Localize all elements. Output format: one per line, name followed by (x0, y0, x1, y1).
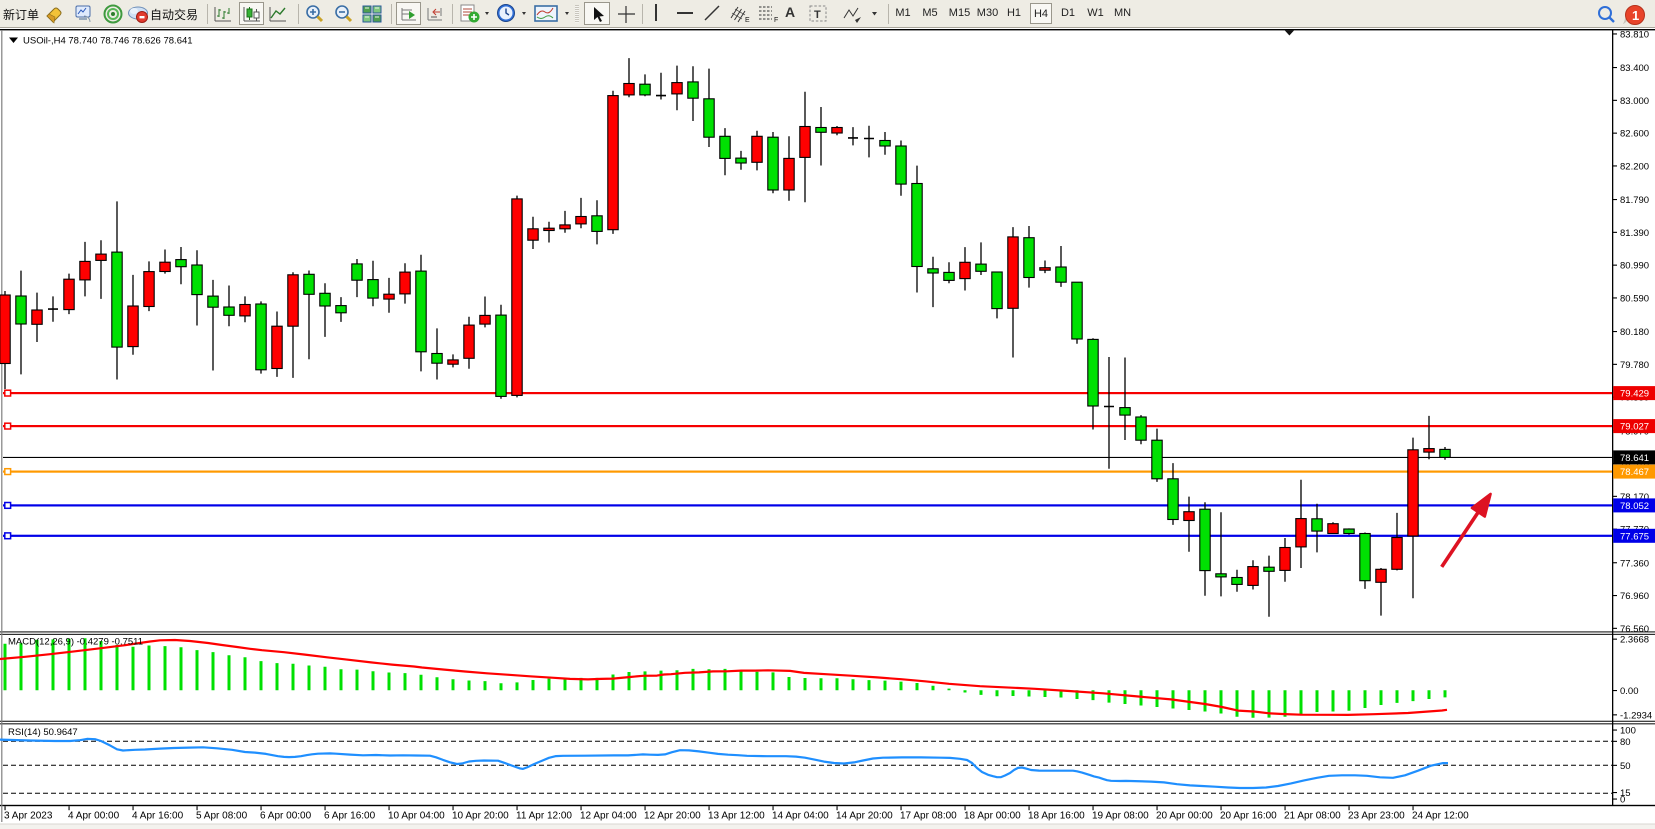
svg-text:19 Apr 08:00: 19 Apr 08:00 (1092, 811, 1149, 822)
svg-text:78.467: 78.467 (1620, 467, 1649, 478)
svg-text:80.990: 80.990 (1620, 261, 1649, 272)
svg-text:77.360: 77.360 (1620, 558, 1649, 569)
svg-text:76.960: 76.960 (1620, 591, 1649, 602)
svg-text:20 Apr 16:00: 20 Apr 16:00 (1220, 811, 1277, 822)
svg-text:18 Apr 16:00: 18 Apr 16:00 (1028, 811, 1085, 822)
svg-text:50: 50 (1620, 761, 1631, 772)
svg-text:20 Apr 00:00: 20 Apr 00:00 (1156, 811, 1213, 822)
svg-text:10 Apr 20:00: 10 Apr 20:00 (452, 811, 509, 822)
svg-text:14 Apr 20:00: 14 Apr 20:00 (836, 811, 893, 822)
svg-text:T: T (814, 9, 821, 21)
svg-text:11 Apr 12:00: 11 Apr 12:00 (516, 811, 572, 822)
svg-text:12 Apr 04:00: 12 Apr 04:00 (580, 811, 637, 822)
svg-text:78.641: 78.641 (1620, 453, 1649, 464)
svg-text:80.180: 80.180 (1620, 327, 1649, 338)
svg-text:3 Apr 2023: 3 Apr 2023 (4, 811, 53, 822)
svg-text:4 Apr 16:00: 4 Apr 16:00 (132, 811, 184, 822)
svg-text:83.400: 83.400 (1620, 63, 1649, 74)
svg-text:82.600: 82.600 (1620, 129, 1649, 140)
svg-text:80: 80 (1620, 737, 1631, 748)
svg-text:17 Apr 08:00: 17 Apr 08:00 (900, 811, 957, 822)
svg-text:80.590: 80.590 (1620, 294, 1649, 305)
svg-text:78.052: 78.052 (1620, 501, 1649, 512)
svg-text:100: 100 (1620, 726, 1636, 737)
svg-text:1: 1 (1632, 8, 1639, 23)
svg-text:15: 15 (1620, 788, 1631, 799)
svg-text:12 Apr 20:00: 12 Apr 20:00 (644, 811, 701, 822)
svg-text:79.780: 79.780 (1620, 360, 1649, 371)
svg-text:MACD(12,26,9) -0.4279 -0.7511: MACD(12,26,9) -0.4279 -0.7511 (8, 637, 143, 648)
svg-text:81.390: 81.390 (1620, 228, 1649, 239)
svg-text:0.00: 0.00 (1620, 686, 1639, 697)
svg-text:18 Apr 00:00: 18 Apr 00:00 (964, 811, 1021, 822)
svg-text:6 Apr 00:00: 6 Apr 00:00 (260, 811, 312, 822)
svg-text:24 Apr 12:00: 24 Apr 12:00 (1412, 811, 1469, 822)
svg-text:76.560: 76.560 (1620, 624, 1649, 635)
svg-text:RSI(14) 50.9647: RSI(14) 50.9647 (8, 727, 78, 738)
svg-text:79.027: 79.027 (1620, 422, 1649, 433)
svg-text:83.810: 83.810 (1620, 30, 1649, 41)
svg-text:F: F (774, 17, 778, 24)
svg-text:81.790: 81.790 (1620, 195, 1649, 206)
svg-text:E: E (745, 17, 750, 24)
svg-text:82.200: 82.200 (1620, 162, 1649, 173)
svg-text:USOil-,H4 78.740 78.746 78.62: USOil-,H4 78.740 78.746 78.626 78.641 (23, 36, 193, 47)
svg-text:21 Apr 08:00: 21 Apr 08:00 (1284, 811, 1341, 822)
svg-text:14 Apr 04:00: 14 Apr 04:00 (772, 811, 829, 822)
svg-text:10 Apr 04:00: 10 Apr 04:00 (388, 811, 445, 822)
svg-text:77.675: 77.675 (1620, 531, 1649, 542)
svg-text:-1.2934: -1.2934 (1620, 710, 1652, 721)
svg-text:83.000: 83.000 (1620, 96, 1649, 107)
svg-text:5 Apr 08:00: 5 Apr 08:00 (196, 811, 248, 822)
svg-text:78.170: 78.170 (1620, 492, 1649, 503)
svg-text:23 Apr 23:00: 23 Apr 23:00 (1348, 811, 1405, 822)
svg-text:4 Apr 00:00: 4 Apr 00:00 (68, 811, 120, 822)
svg-text:13 Apr 12:00: 13 Apr 12:00 (708, 811, 765, 822)
svg-text:0: 0 (1620, 795, 1625, 806)
svg-text:79.429: 79.429 (1620, 389, 1649, 400)
svg-text:2.3668: 2.3668 (1620, 635, 1649, 646)
svg-text:6 Apr 16:00: 6 Apr 16:00 (324, 811, 376, 822)
